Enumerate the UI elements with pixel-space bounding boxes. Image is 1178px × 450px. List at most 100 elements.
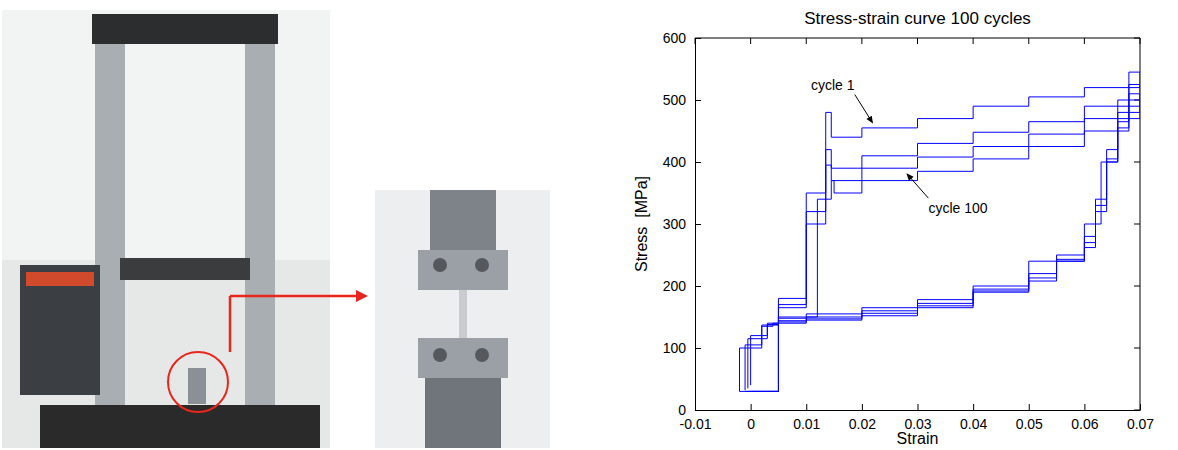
x-tick-mark — [1029, 404, 1030, 410]
x-tick-mark — [1140, 404, 1141, 410]
x-tick-label: 0.01 — [793, 416, 820, 432]
machine-illustration — [2, 10, 550, 448]
x-tick-mark-top — [917, 38, 918, 44]
y-tick-mark — [695, 224, 701, 225]
y-tick-mark-right — [1134, 224, 1140, 225]
y-tick-mark — [695, 286, 701, 287]
x-axis: -0.0100.010.020.030.040.050.060.07 — [680, 404, 1155, 432]
x-tick-label: 0.06 — [1071, 416, 1098, 432]
zoom-circle — [168, 352, 228, 412]
bolt — [433, 258, 447, 272]
y-tick: 500 — [663, 92, 701, 108]
x-tick-mark-top — [806, 38, 807, 44]
top-beam — [92, 14, 278, 44]
x-tick-label: -0.01 — [680, 416, 712, 432]
x-tick-mark — [973, 404, 974, 410]
hysteresis-loop — [745, 94, 1140, 392]
x-tick-label: 0.02 — [849, 416, 876, 432]
y-tick-mark — [695, 38, 701, 39]
x-tick-label: 0 — [747, 416, 755, 432]
y-tick-label: 400 — [663, 154, 687, 170]
x-tick-mark-top — [973, 38, 974, 44]
x-tick-mark — [862, 404, 863, 410]
specimen — [459, 290, 467, 338]
x-tick: 0.02 — [849, 404, 876, 432]
y-tick: 0 — [678, 402, 701, 418]
y-tick: 400 — [663, 154, 701, 170]
x-tick-label: 0.05 — [1016, 416, 1043, 432]
bolt — [475, 348, 489, 362]
x-tick-mark-top — [1084, 38, 1085, 44]
zoom-arrow-line — [230, 295, 358, 298]
hysteresis-loop — [751, 72, 1140, 391]
annotation: cycle 1 — [811, 77, 855, 93]
annotation-arrow-head — [866, 116, 873, 124]
y-tick-mark — [695, 100, 701, 101]
y-tick-mark — [695, 410, 701, 411]
x-tick-mark-top — [1028, 38, 1029, 44]
right-column — [245, 14, 275, 434]
y-tick-label: 100 — [663, 340, 687, 356]
x-tick-mark-top — [750, 38, 751, 44]
lower-grip — [418, 338, 508, 378]
page: -0.0100.010.020.030.040.050.060.07010020… — [0, 0, 1178, 450]
base — [40, 405, 320, 448]
bolt — [475, 258, 489, 272]
zoom-background — [375, 190, 550, 448]
x-axis-title: Strain — [897, 430, 939, 447]
upper-rod — [430, 190, 496, 250]
zoom-arrow-head — [356, 290, 368, 302]
y-tick-mark-right — [1134, 286, 1140, 287]
annotation-arrow-head — [906, 173, 913, 181]
photo-background — [2, 10, 330, 448]
y-tick-mark-right — [1134, 348, 1140, 349]
x-tick: 0.01 — [793, 404, 820, 432]
y-tick: 600 — [663, 30, 701, 46]
x-tick-mark — [806, 404, 807, 410]
x-tick-mark-top — [861, 38, 862, 44]
y-tick-mark-right — [1134, 38, 1140, 39]
wall — [2, 10, 330, 260]
x-tick-label: 0.04 — [960, 416, 987, 432]
chart: -0.0100.010.020.030.040.050.060.07010020… — [633, 9, 1155, 447]
x-tick-mark — [751, 404, 752, 410]
x-tick: 0.06 — [1071, 404, 1098, 432]
lower-rod — [425, 378, 501, 448]
x-tick: 0.04 — [960, 404, 987, 432]
y-tick-mark-right — [1134, 162, 1140, 163]
upper-grip — [418, 250, 508, 290]
y-axis-title: Stress [MPa] — [633, 176, 650, 272]
y-tick-mark-right — [1134, 410, 1140, 411]
x-tick-mark-top — [1140, 38, 1141, 44]
annotations: cycle 1 cycle 100 — [811, 77, 988, 217]
x-tick: 0.03 — [904, 404, 931, 432]
x-axis-line — [696, 410, 1141, 411]
zoom-arrow-stem — [229, 296, 232, 352]
y-tick-mark — [695, 348, 701, 349]
y-tick: 100 — [663, 340, 701, 356]
y-tick-label: 300 — [663, 216, 687, 232]
x-tick: 0.07 — [1127, 404, 1154, 432]
x-tick-mark — [1084, 404, 1085, 410]
panel-display — [26, 272, 94, 286]
y-tick-label: 600 — [663, 30, 687, 46]
y-axis: 0 100 200 300 400 500 600 — [663, 30, 701, 418]
hysteresis-loop — [740, 100, 1141, 391]
grip — [188, 368, 206, 404]
y-tick-label: 200 — [663, 278, 687, 294]
y-tick-mark — [695, 162, 701, 163]
x-tick-label: 0.07 — [1127, 416, 1154, 432]
x-tick-mark — [918, 404, 919, 410]
x-tick: 0.05 — [1016, 404, 1043, 432]
bolt — [433, 348, 447, 362]
x-tick: 0 — [747, 404, 755, 432]
chart-title: Stress-strain curve 100 cycles — [804, 9, 1031, 28]
control-panel — [20, 265, 100, 395]
annotation: cycle 100 — [928, 200, 987, 216]
y-tick-label: 500 — [663, 92, 687, 108]
y-tick-label: 0 — [678, 402, 686, 418]
plot-area — [740, 72, 1141, 391]
y-tick: 200 — [663, 278, 701, 294]
y-tick: 300 — [663, 216, 701, 232]
crosshead — [120, 258, 250, 280]
